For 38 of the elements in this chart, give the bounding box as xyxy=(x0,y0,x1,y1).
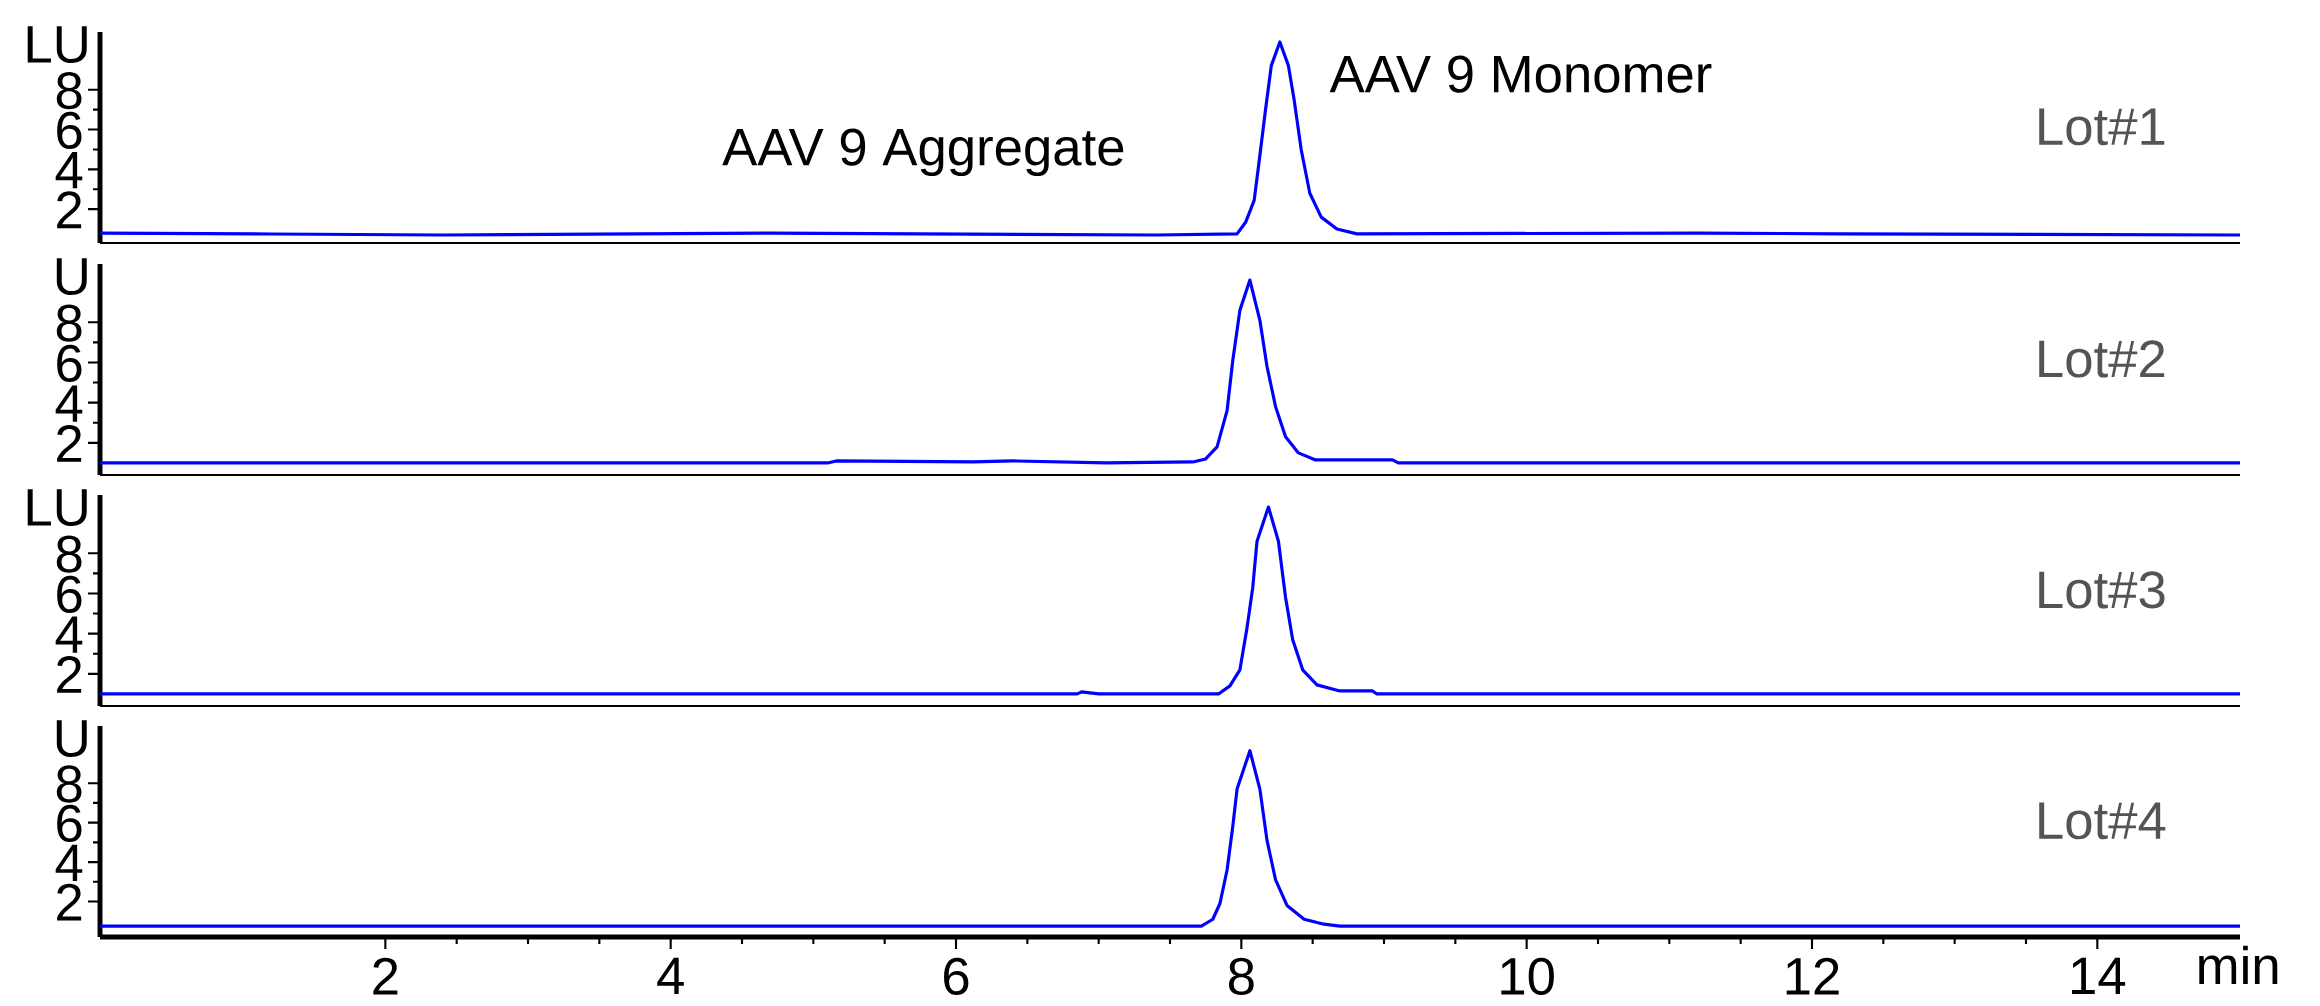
x-axis-title: min xyxy=(2199,945,2278,984)
annotation: AAV 9 Monomer xyxy=(1329,55,1712,93)
y-tick-label: 2 xyxy=(57,425,82,462)
y-tick-label: 6 xyxy=(57,575,82,613)
y-tick-label: 4 xyxy=(55,616,83,653)
x-tick-label: 14 xyxy=(2072,957,2126,994)
x-tick-label: 6 xyxy=(944,957,969,996)
x-tick-label: 10 xyxy=(1501,957,1554,996)
text: Lot#2 xyxy=(2039,340,2165,378)
y-axis-title: LU xyxy=(27,26,87,63)
line-series xyxy=(98,278,2242,465)
y-tick-label: 4 xyxy=(55,152,83,189)
y-tick-label: 8 xyxy=(56,304,82,342)
y-axis-title: U xyxy=(56,720,87,757)
y-tick-label: 6 xyxy=(57,804,82,843)
y-tick-label: 8 xyxy=(56,765,82,803)
y-tick-label: 4 xyxy=(55,385,83,422)
text: Lot#4 xyxy=(2039,802,2166,840)
line-series xyxy=(98,505,2242,696)
x-tick-label: 12 xyxy=(1786,957,1839,995)
text: Lot#3 xyxy=(2039,571,2165,609)
y-tick-label: 6 xyxy=(57,344,82,382)
x-tick-label: 2 xyxy=(373,957,398,995)
line-series xyxy=(98,749,2242,928)
x-tick-label: 8 xyxy=(1228,957,1254,996)
line-series xyxy=(98,40,2242,237)
y-tick-label: 8 xyxy=(56,535,82,573)
annotation: AAV 9 Aggregate xyxy=(722,128,1124,177)
y-tick-label: 2 xyxy=(57,656,82,693)
text: Lot#1 xyxy=(2039,108,2165,146)
y-axis-title: U xyxy=(56,258,87,295)
x-tick-label: 4 xyxy=(657,957,684,994)
y-tick-label: 2 xyxy=(57,883,82,921)
y-axis-title: LU xyxy=(27,489,87,526)
y-tick-label: 4 xyxy=(55,844,83,882)
y-tick-label: 8 xyxy=(56,71,82,110)
y-tick-label: 2 xyxy=(57,191,82,229)
y-tick-label: 6 xyxy=(57,111,82,150)
